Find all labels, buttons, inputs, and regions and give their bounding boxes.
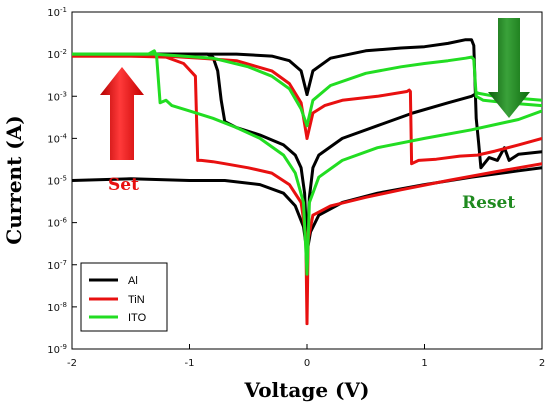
series-al (72, 38, 542, 254)
legend-label-tin: TiN (128, 294, 145, 306)
x-axis-ticks: -2 -1 0 1 2 (67, 344, 545, 369)
y-tick-label: 10-6 (47, 217, 67, 230)
y-tick-label: 10-1 (47, 6, 67, 19)
x-tick-label: -2 (67, 358, 77, 369)
series-line-al (72, 52, 309, 96)
series-line-tin (72, 54, 309, 326)
y-axis-ticks: 10-9 10-8 10-7 10-6 10-5 10-4 10-3 10-2 10-1 (47, 6, 77, 356)
y-tick-label: 10-7 (47, 259, 67, 272)
x-axis-title: Voltage (V) (244, 378, 370, 402)
series-line-al (72, 52, 309, 247)
legend: Al TiN ITO (80, 262, 168, 332)
reset-label: Reset (462, 193, 515, 213)
x-tick-label: 0 (304, 358, 310, 369)
series-line-ito (72, 49, 309, 276)
y-tick-label: 10-8 (47, 301, 67, 314)
series-line-ito (305, 109, 542, 276)
series-layer (72, 38, 542, 326)
series-line-al (305, 91, 479, 247)
y-tick-label: 10-4 (47, 132, 67, 145)
set-label: Set (108, 175, 139, 195)
x-tick-label: 2 (539, 358, 545, 369)
y-tick-label: 10-2 (47, 48, 67, 61)
series-line-ito (305, 55, 542, 128)
x-tick-label: -1 (185, 358, 195, 369)
reset-arrow (488, 18, 530, 118)
y-tick-label: 10-5 (47, 175, 67, 188)
x-tick-label: 1 (421, 358, 427, 369)
series-ito (72, 49, 542, 276)
legend-box (80, 262, 168, 332)
series-line-tin (305, 162, 542, 326)
series-line-tin (305, 88, 542, 166)
y-tick-label: 10-9 (47, 343, 67, 356)
y-axis-title: Current (A) (2, 115, 26, 244)
y-tick-label: 10-3 (47, 90, 67, 103)
series-line-ito (72, 52, 309, 128)
legend-label-ito: ITO (128, 312, 147, 324)
set-arrow (100, 67, 144, 160)
legend-label-al: Al (128, 275, 138, 287)
